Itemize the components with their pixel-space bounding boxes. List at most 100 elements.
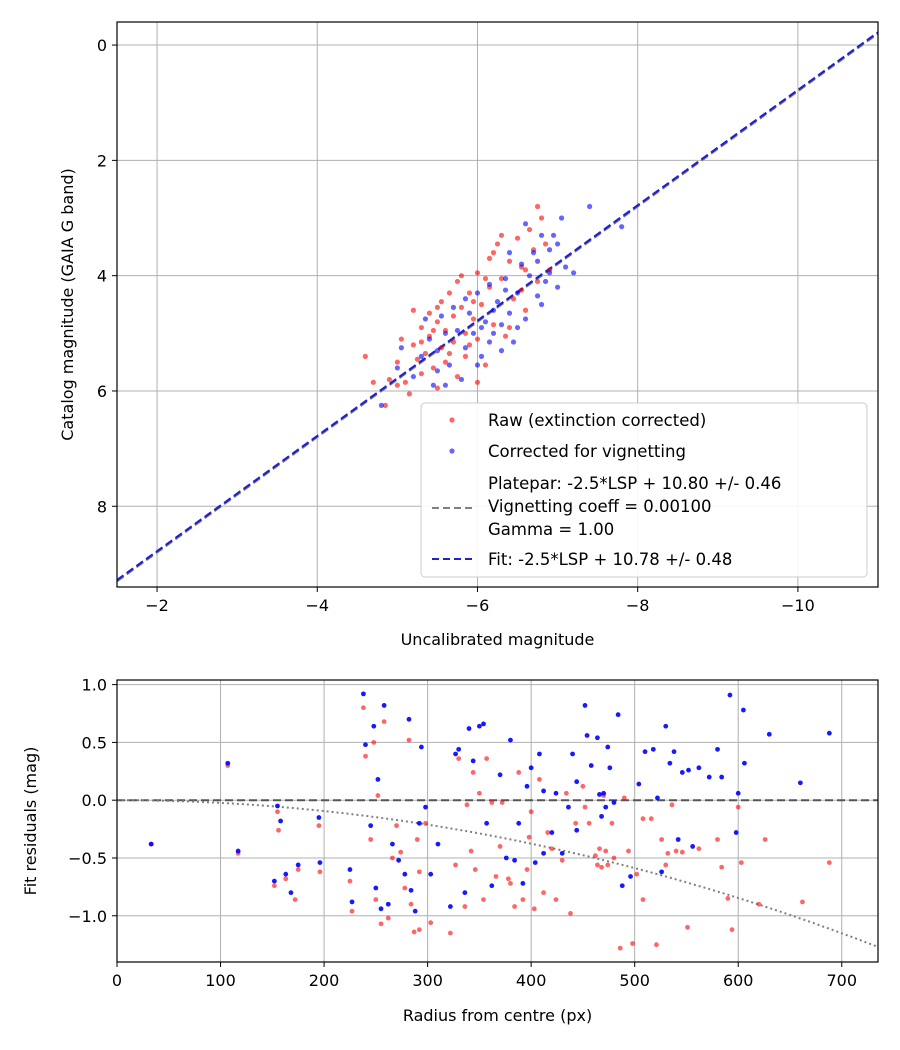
top-raw-point (454, 278, 461, 285)
top-corrected-point (378, 402, 384, 408)
bottom-grid (116, 680, 878, 962)
bottom-corrected-point (419, 744, 424, 750)
bottom-corrected-point (574, 827, 580, 833)
top-x-tick-label: −10 (781, 596, 815, 615)
top-y-tick-label: 6 (97, 382, 107, 401)
bottom-corrected-point (520, 881, 526, 886)
top-corrected-point (478, 353, 485, 359)
bottom-corrected-point (559, 850, 565, 856)
bottom-corrected-point (512, 857, 517, 863)
top-corrected-point (430, 382, 437, 388)
bottom-raw-point (481, 897, 486, 902)
bottom-corrected-point (481, 721, 486, 727)
bottom-corrected-point (378, 906, 384, 912)
bottom-corrected-point (402, 871, 408, 877)
top-y-tick-label: 0 (97, 36, 107, 55)
bottom-raw-point (361, 705, 366, 711)
top-raw-point (514, 235, 521, 241)
top-corrected-point (450, 304, 457, 310)
top-raw-point (402, 379, 408, 385)
bottom-corrected-point (406, 716, 412, 722)
bottom-corrected-point (599, 813, 604, 819)
bottom-raw-point (762, 837, 768, 842)
bottom-corrected-point (733, 830, 739, 835)
bottom-corrected-point (373, 885, 379, 891)
bottom-corrected-point (690, 844, 696, 849)
top-x-tick-label: −4 (305, 596, 329, 615)
bottom-corrected-point (553, 790, 559, 796)
bottom-corrected-point (516, 820, 522, 826)
bottom-corrected-point (423, 804, 428, 810)
top-corrected-point (538, 232, 545, 238)
bottom-corrected-point (541, 850, 546, 856)
bottom-raw-point (640, 816, 646, 822)
bottom-raw-point (276, 827, 281, 833)
top-raw-point (442, 359, 449, 365)
bottom-raw-point (537, 776, 542, 782)
top-raw-point (370, 379, 376, 385)
bottom-corrected-point (642, 749, 648, 755)
top-corrected-point (438, 313, 445, 319)
bottom-raw-point (549, 846, 555, 852)
bottom-corrected-point (735, 790, 741, 796)
top-raw-point (510, 296, 517, 302)
bottom-raw-point (470, 770, 476, 775)
top-corrected-point (518, 261, 525, 267)
top-raw-point (406, 391, 412, 397)
bottom-raw-point (640, 897, 646, 902)
bottom-raw-point (283, 876, 289, 882)
bottom-corrected-point (715, 746, 720, 752)
top-fit-line (117, 31, 878, 581)
bottom-corrected-point (826, 730, 832, 736)
top-y-axis-label: Catalog magnitude (GAIA G band) (58, 168, 77, 440)
bottom-x-tick-label: 200 (309, 971, 340, 990)
bottom-raw-point (563, 790, 569, 796)
top-corrected-point (546, 247, 553, 253)
top-raw-point (482, 275, 489, 282)
top-raw-point (454, 373, 461, 380)
bottom-raw-point (626, 848, 631, 854)
bottom-raw-point (630, 941, 636, 946)
top-corrected-point (502, 275, 509, 282)
bottom-corrected-point (566, 804, 571, 810)
bottom-raw-point (408, 901, 414, 907)
bottom-y-tick-label: 1.0 (82, 676, 107, 695)
bottom-raw-point (484, 756, 490, 761)
bottom-raw-point (685, 924, 690, 930)
top-raw-point (466, 342, 473, 348)
residuals-scatter-panel: 0 100 200 300 400 500 600 700−1.0−0.50.00.51.0 … (21, 676, 879, 1025)
bottom-raw-point (568, 911, 573, 916)
bottom-corrected-point (679, 770, 685, 775)
top-raw-point (446, 350, 453, 357)
bottom-raw-point (375, 793, 381, 798)
bottom-x-axis-label: Radius from centre (px) (403, 1006, 592, 1025)
top-raw-point (518, 287, 525, 293)
bottom-corrected-point (476, 723, 482, 729)
bottom-corrected-point (607, 765, 613, 771)
bottom-corrected-point (503, 855, 509, 861)
bottom-corrected-point (489, 883, 495, 889)
bottom-reference-lines (117, 799, 879, 948)
top-corrected-point (394, 365, 400, 371)
bottom-corrected-point (727, 692, 733, 698)
bottom-corrected-point (390, 841, 395, 847)
bottom-corrected-point (601, 790, 607, 796)
bottom-corrected-point (375, 776, 381, 782)
bottom-x-tick-label: 100 (205, 971, 236, 990)
bottom-corrected-point (603, 804, 609, 810)
bottom-corrected-point (696, 765, 702, 771)
bottom-raw-point (592, 853, 598, 859)
bottom-raw-point (489, 800, 495, 805)
top-x-tick-label: −6 (466, 596, 490, 615)
bottom-raw-point (456, 756, 462, 761)
bottom-corrected-point (361, 691, 366, 697)
bottom-raw-point (472, 867, 478, 872)
bottom-corrected-point (484, 820, 490, 826)
top-y-tick-label: 8 (97, 497, 107, 516)
bottom-raw-point (617, 945, 623, 951)
bottom-raw-point (347, 878, 353, 884)
bottom-raw-point (595, 862, 600, 868)
top-corrected-point (534, 258, 541, 264)
top-corrected-point (514, 290, 521, 296)
top-raw-point (526, 226, 533, 233)
